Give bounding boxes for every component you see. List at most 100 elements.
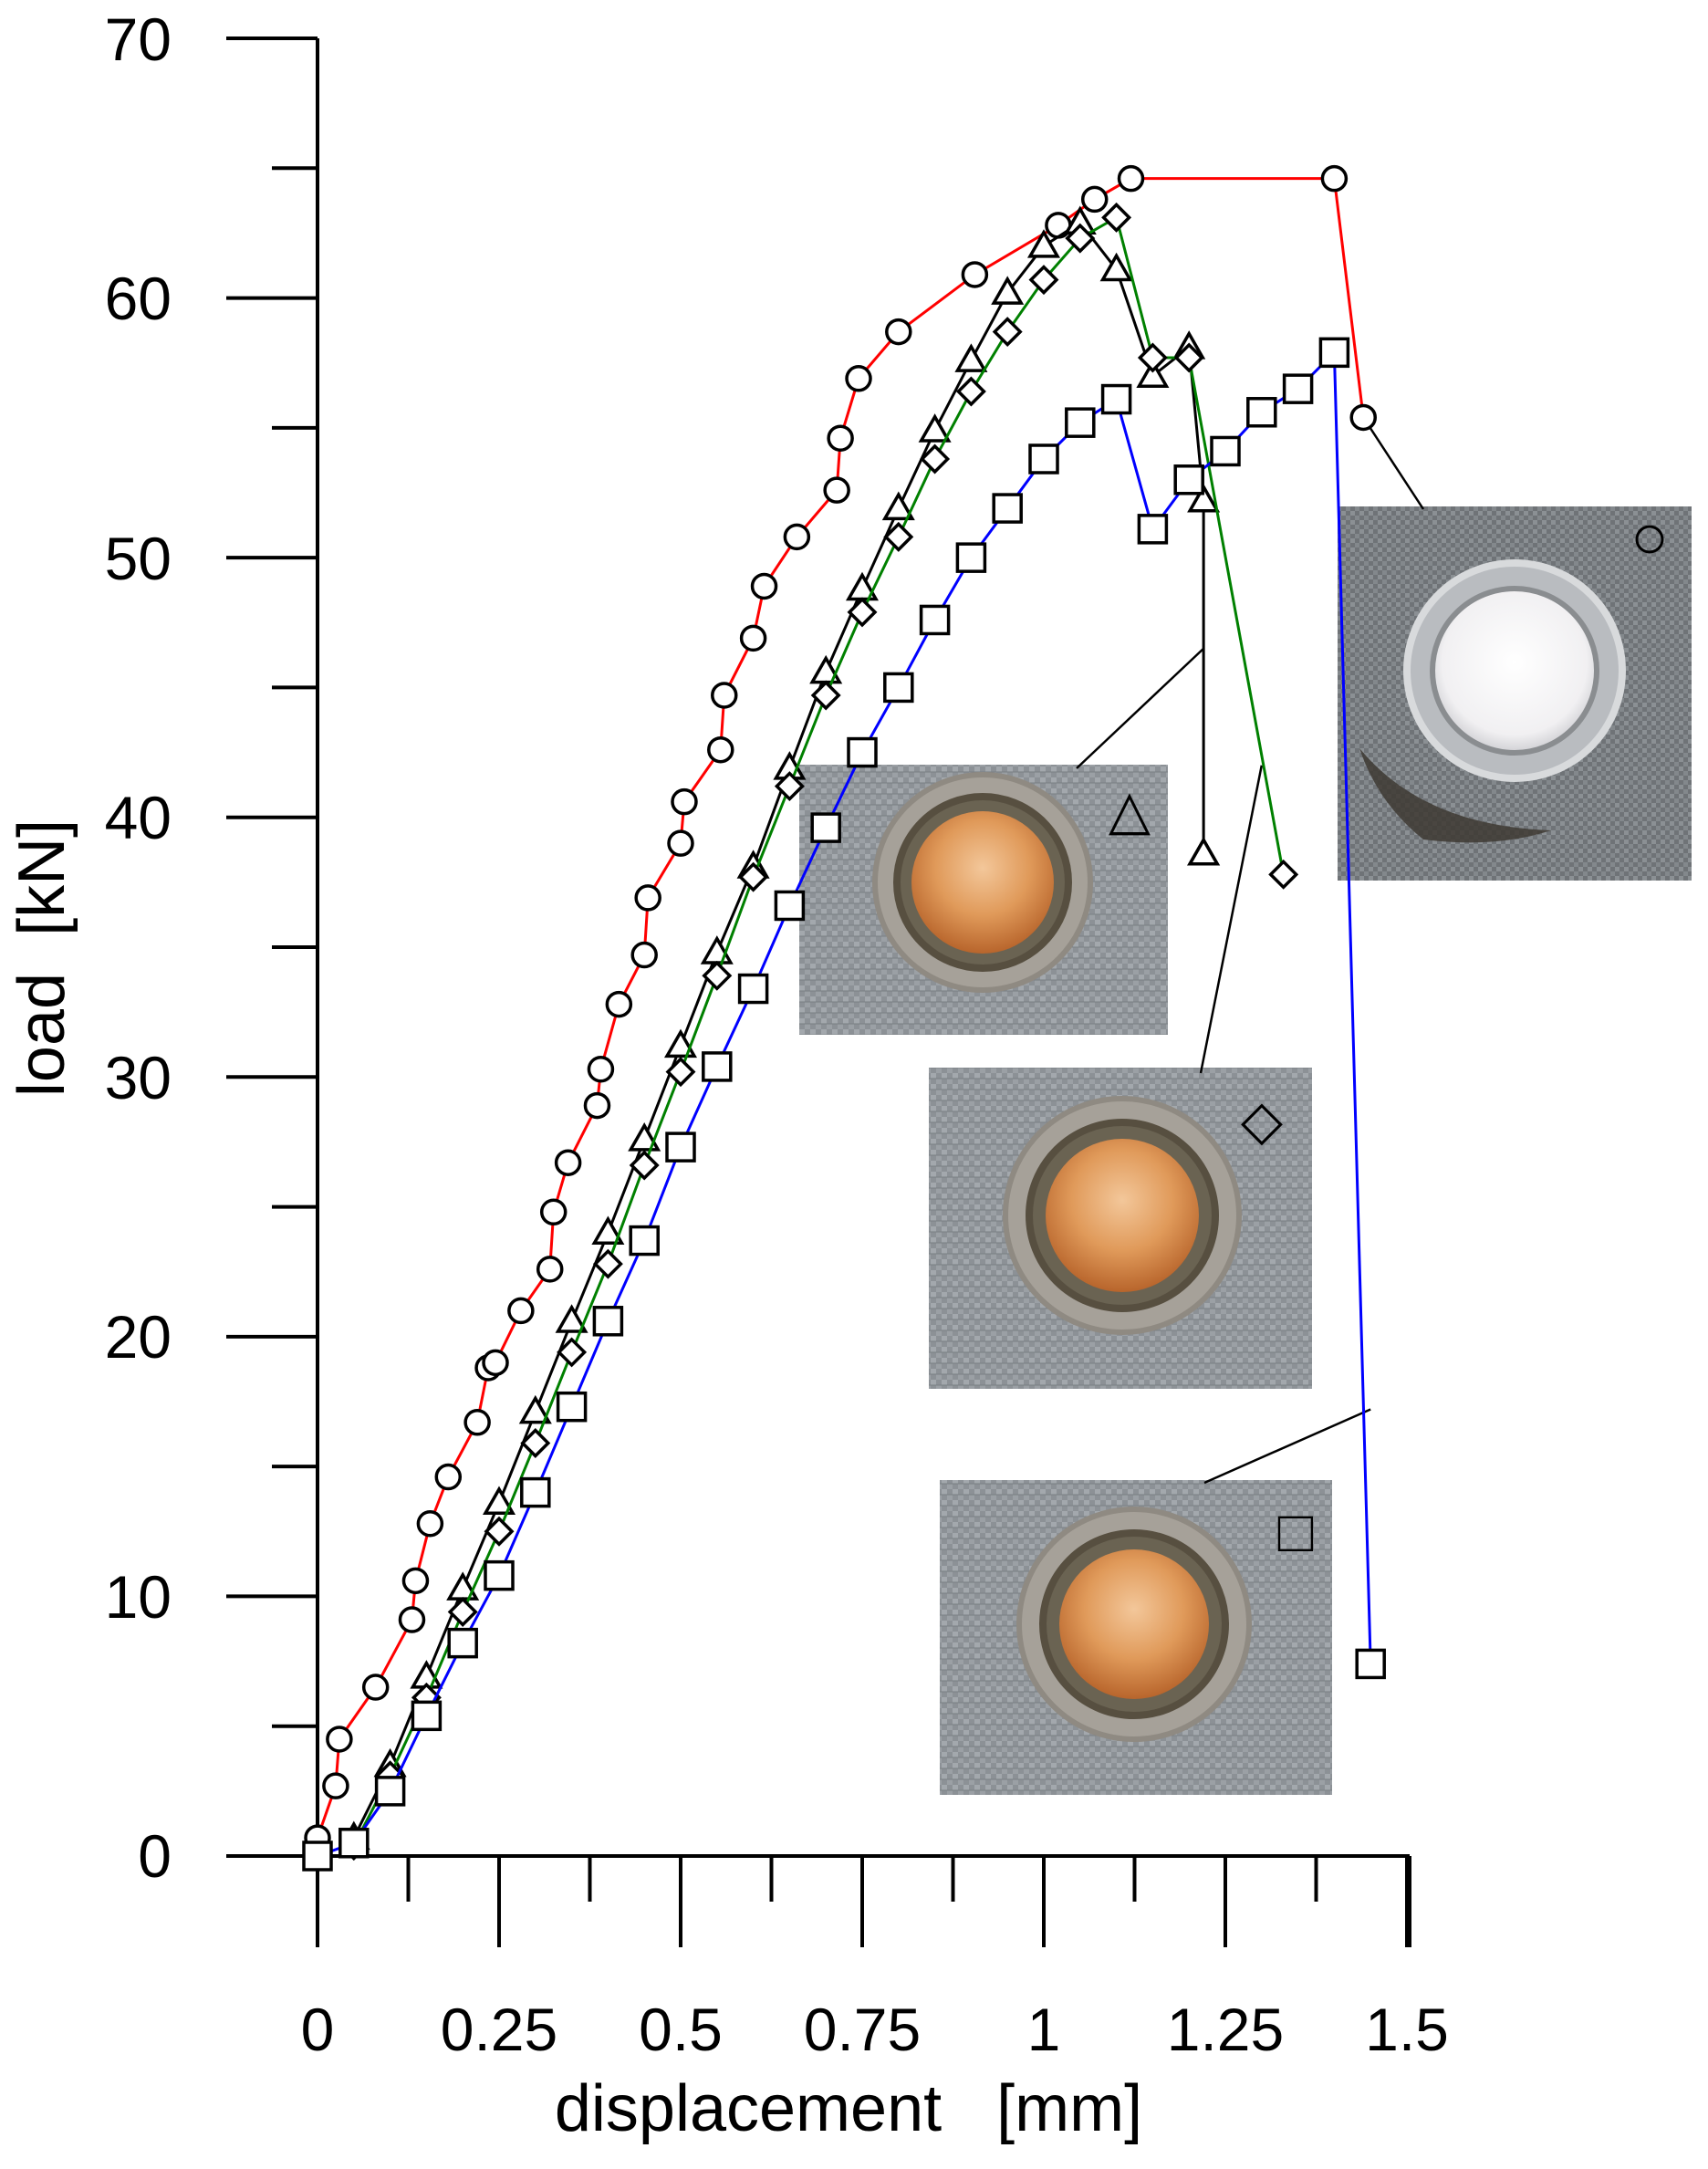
data-point [587, 1055, 615, 1083]
data-point [591, 1215, 625, 1246]
data-point [447, 1627, 478, 1659]
data-point [322, 1772, 349, 1799]
data-point [919, 604, 951, 636]
data-point [783, 523, 811, 551]
series-circle [304, 164, 1377, 1851]
data-point [1210, 435, 1241, 467]
x-tick-label: 1.25 [1167, 1996, 1284, 2063]
data-point [954, 343, 988, 372]
data-point [556, 1391, 588, 1423]
data-point [750, 572, 778, 600]
data-point [592, 1248, 623, 1279]
series-line-triangle [352, 221, 1205, 1839]
data-point [707, 735, 734, 764]
data-point [507, 1297, 535, 1325]
data-point [592, 1306, 624, 1337]
x-tick-label: 0 [301, 1996, 335, 2063]
data-point [555, 1304, 588, 1333]
data-point [992, 317, 1023, 348]
annotation-leader-lines [1076, 416, 1425, 1485]
data-point [918, 413, 952, 443]
data-point [1349, 403, 1377, 432]
data-point [484, 1559, 515, 1591]
data-point [463, 1409, 491, 1436]
specimen-marker-circle-icon: ○ [1630, 501, 1669, 572]
axes [226, 36, 1411, 1947]
y-tick-label: 50 [105, 525, 172, 592]
data-point [361, 1674, 390, 1701]
x-tick-label: 0.25 [441, 1996, 557, 2063]
data-point [711, 682, 738, 709]
data-point [665, 1057, 696, 1088]
data-point [847, 736, 878, 768]
data-point [557, 1337, 588, 1368]
annotation-leader-diamond [1199, 765, 1264, 1074]
annotation-leader-triangle [1076, 647, 1204, 769]
data-point [847, 597, 878, 628]
specimen-marker-triangle-icon: △ [1109, 779, 1151, 840]
annotation-leader-circle [1362, 416, 1425, 510]
data-point [1099, 252, 1133, 282]
data-point [823, 476, 850, 504]
data-point [774, 890, 806, 922]
data-point [398, 1606, 426, 1633]
data-point [827, 424, 854, 452]
x-tick-labels: 0 0.25 0.5 0.75 1 1.25 1.5 [301, 1996, 1449, 2063]
data-point [1318, 337, 1350, 369]
y-tick-labels: 0 10 20 30 40 50 60 70 [105, 5, 172, 1890]
specimen-photo-square: □ [940, 1480, 1332, 1795]
data-point [434, 1463, 463, 1491]
data-point [628, 1122, 661, 1152]
specimen-photo-triangle: △ [799, 765, 1168, 1035]
data-point [520, 1428, 551, 1459]
data-point [883, 672, 914, 704]
data-point [1187, 837, 1221, 866]
data-point [1355, 1648, 1386, 1680]
specimen-marker-square-icon: □ [1278, 1498, 1314, 1564]
data-point [845, 571, 880, 601]
y-tick-label: 60 [105, 265, 172, 332]
data-point [1080, 185, 1109, 214]
y-axis-title: load [kN] [5, 819, 78, 1097]
data-point [446, 1571, 480, 1601]
x-ticks [316, 1856, 1409, 1947]
data-point [881, 491, 915, 521]
data-point [482, 1349, 509, 1377]
data-point [411, 1700, 443, 1732]
data-point [961, 261, 989, 288]
data-point [883, 521, 914, 552]
x-tick-label: 1 [1027, 1996, 1061, 2063]
data-point [447, 1597, 478, 1627]
y-ticks [226, 36, 318, 1858]
data-point [338, 1828, 370, 1859]
data-point [665, 1131, 696, 1163]
data-point [1246, 397, 1277, 428]
y-tick-label: 10 [105, 1563, 172, 1631]
data-series [302, 164, 1386, 1872]
data-point [1173, 464, 1204, 495]
specimen-marker-diamond-icon: ◇ [1241, 1090, 1283, 1151]
data-point [401, 1567, 430, 1595]
data-point [702, 1051, 733, 1082]
data-point [738, 861, 769, 892]
data-point [1065, 223, 1096, 254]
data-point [629, 1150, 660, 1181]
data-point [810, 812, 841, 843]
data-point [702, 960, 733, 991]
x-tick-label: 0.75 [804, 1996, 921, 2063]
data-point [1268, 859, 1299, 890]
data-point [737, 973, 769, 1005]
x-axis-title: displacement [mm] [555, 2072, 1142, 2145]
data-point [810, 680, 841, 711]
data-point [554, 1149, 582, 1176]
data-point [539, 1198, 568, 1226]
data-point [671, 787, 698, 816]
y-tick-label: 70 [105, 5, 172, 73]
data-point [536, 1256, 564, 1283]
y-tick-label: 40 [105, 784, 172, 851]
data-point [374, 1776, 406, 1807]
data-point [1173, 342, 1204, 373]
data-point [520, 1476, 551, 1508]
y-tick-label: 0 [138, 1822, 172, 1890]
